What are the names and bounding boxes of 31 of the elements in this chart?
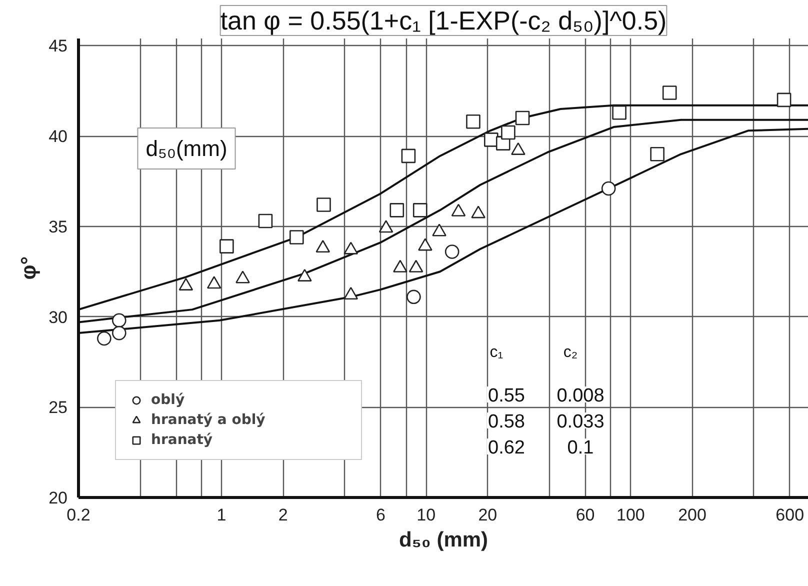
legend-label: oblý: [151, 391, 186, 409]
x-tick-label: 2: [278, 506, 288, 524]
x-tick-label: 0.2: [66, 506, 90, 524]
legend-label: hranatý: [151, 431, 214, 449]
annotation: 0.55: [488, 386, 525, 406]
annotation: 0.58: [488, 412, 525, 432]
y-tick-label: 20: [48, 488, 68, 508]
x-tick-label: 600: [776, 506, 804, 524]
y-tick-label: 45: [48, 36, 68, 56]
y-tick-label: 40: [48, 127, 68, 146]
annotation: 0.1: [567, 438, 594, 458]
x-tick-label: 1: [216, 506, 226, 524]
x-tick-label: 200: [678, 506, 706, 524]
y-axis-title: φ°: [18, 256, 41, 280]
x-tick-label: 100: [616, 506, 645, 524]
annotation: c₂: [563, 344, 578, 361]
y-tick-label: 25: [48, 398, 68, 418]
annotation: 0.62: [488, 438, 525, 458]
legend-label: hranatý a oblý: [151, 411, 266, 429]
y-tick-label: 35: [48, 217, 68, 236]
chart-title: tan φ = 0.55(1+c₁ [1-EXP(-c₂ d₅₀)]^0.5): [220, 6, 667, 36]
annotation: 0.033: [556, 412, 604, 432]
x-tick-label: 20: [478, 506, 498, 524]
x-tick-label: 10: [416, 506, 436, 524]
annotation: 0.008: [556, 386, 604, 406]
annotation: d₅₀(mm): [146, 136, 228, 161]
x-tick-label: 60: [576, 506, 595, 524]
x-axis-title: d₅₀ (mm): [398, 528, 488, 552]
x-tick-label: 6: [376, 506, 386, 524]
y-tick-label: 30: [48, 308, 68, 327]
annotation: c₁: [490, 344, 504, 361]
